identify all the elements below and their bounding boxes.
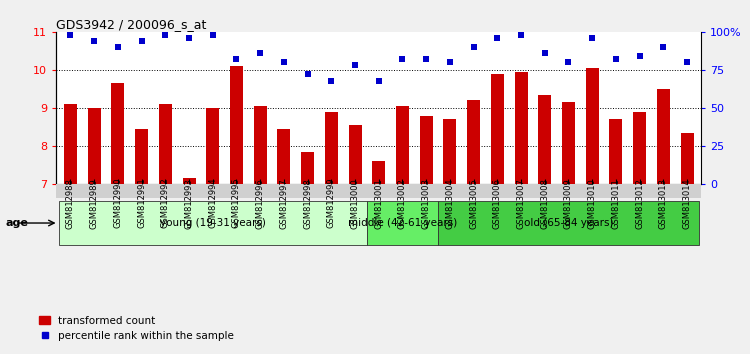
Point <box>444 59 456 65</box>
Point <box>397 56 409 62</box>
Point <box>373 78 385 84</box>
Point <box>467 44 479 50</box>
Point <box>88 38 101 44</box>
Point <box>278 59 290 65</box>
Bar <box>349 125 361 184</box>
Bar <box>443 119 457 184</box>
Bar <box>514 72 527 184</box>
FancyBboxPatch shape <box>438 201 699 245</box>
Bar <box>88 108 100 184</box>
Point <box>302 72 313 77</box>
Bar <box>538 95 551 184</box>
Point <box>159 32 171 38</box>
Bar <box>609 119 622 184</box>
Point <box>515 32 527 38</box>
Bar <box>112 83 125 184</box>
Point <box>230 56 242 62</box>
Text: old (65-84 years): old (65-84 years) <box>524 218 614 228</box>
Point <box>183 35 195 41</box>
Point <box>538 50 550 56</box>
Point <box>562 59 574 65</box>
Bar <box>64 104 77 184</box>
Text: GDS3942 / 200096_s_at: GDS3942 / 200096_s_at <box>56 18 206 31</box>
Bar <box>562 102 575 184</box>
Point <box>64 32 76 38</box>
Bar <box>325 112 338 184</box>
Point <box>254 50 266 56</box>
Text: young (19-31 years): young (19-31 years) <box>160 218 266 228</box>
Point <box>491 35 503 41</box>
Legend: transformed count, percentile rank within the sample: transformed count, percentile rank withi… <box>35 312 238 345</box>
Point <box>610 56 622 62</box>
Bar <box>182 178 196 184</box>
Bar <box>396 106 409 184</box>
Point <box>420 56 432 62</box>
Point <box>207 32 219 38</box>
Bar <box>657 89 670 184</box>
Bar <box>467 101 480 184</box>
Bar <box>301 152 314 184</box>
Point <box>634 53 646 59</box>
Bar <box>230 66 243 184</box>
Text: age: age <box>5 218 28 228</box>
Bar <box>372 161 386 184</box>
Point <box>657 44 669 50</box>
Bar <box>586 68 598 184</box>
Text: middle (42-61 years): middle (42-61 years) <box>348 218 457 228</box>
Bar <box>206 108 219 184</box>
Bar <box>633 112 646 184</box>
Point <box>586 35 598 41</box>
FancyBboxPatch shape <box>58 201 367 245</box>
Bar <box>420 115 433 184</box>
Point <box>112 44 124 50</box>
Bar <box>490 74 504 184</box>
Point <box>136 38 148 44</box>
FancyBboxPatch shape <box>367 201 438 245</box>
Bar <box>254 106 267 184</box>
Bar <box>159 104 172 184</box>
Bar <box>680 133 694 184</box>
Point <box>681 59 693 65</box>
Bar <box>135 129 148 184</box>
Bar <box>278 129 290 184</box>
Point <box>326 78 338 84</box>
Point <box>349 63 361 68</box>
